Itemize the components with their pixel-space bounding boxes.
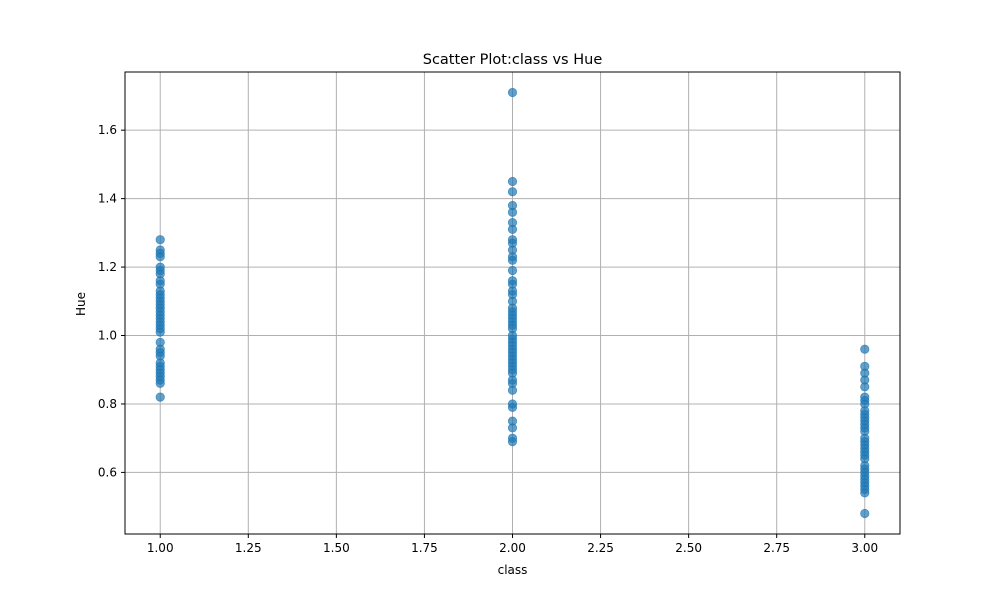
x-tick-label: 3.00: [851, 541, 878, 555]
y-tick-label: 1.2: [98, 260, 117, 274]
points-layer: [155, 87, 870, 519]
x-tick-label: 2.75: [763, 541, 790, 555]
scatter-point: [507, 235, 518, 245]
y-tick-label: 1.0: [98, 329, 117, 343]
x-tick-label: 1.75: [411, 541, 438, 555]
x-tick-label: 2.25: [587, 541, 614, 555]
y-tick-label: 0.8: [98, 397, 117, 411]
scatter-point: [507, 433, 518, 443]
scatter-point: [507, 276, 518, 286]
ticks-layer: 1.00 1.25 1.50 1.75 2.00 2.25 2.50 2.75 3.00 0.6 0…: [98, 123, 878, 555]
scatter-point: [860, 344, 870, 354]
y-tick-label: 1.4: [98, 192, 117, 206]
x-tick-label: 1.50: [323, 541, 350, 555]
scatter-point: [507, 416, 518, 426]
scatter-point: [507, 176, 518, 187]
x-tick-label: 1.00: [147, 541, 174, 555]
x-tick-label: 1.25: [235, 541, 262, 555]
x-tick-label: 2.50: [675, 541, 702, 555]
scatter-point: [860, 361, 870, 371]
scatter-point: [507, 200, 518, 211]
x-tick-label: 2.00: [499, 541, 526, 555]
scatter-point: [155, 235, 165, 245]
scatter-point: [155, 392, 165, 402]
chart-title: Scatter Plot:class vs Hue: [423, 52, 603, 68]
y-axis-title: Hue: [74, 292, 88, 316]
y-tick-label: 1.6: [98, 123, 117, 137]
scatter-point: [507, 87, 518, 98]
scatter-point: [155, 337, 165, 347]
scatter-point: [507, 187, 518, 197]
x-axis-title: class: [498, 563, 528, 577]
scatter-point: [155, 262, 165, 272]
scatter-point: [155, 245, 165, 255]
scatter-point: [507, 217, 518, 228]
scatter-point: [860, 392, 870, 402]
scatter-point: [507, 399, 518, 409]
y-tick-label: 0.6: [98, 465, 117, 479]
scatter-point: [507, 265, 518, 276]
scatter-point: [860, 508, 870, 519]
